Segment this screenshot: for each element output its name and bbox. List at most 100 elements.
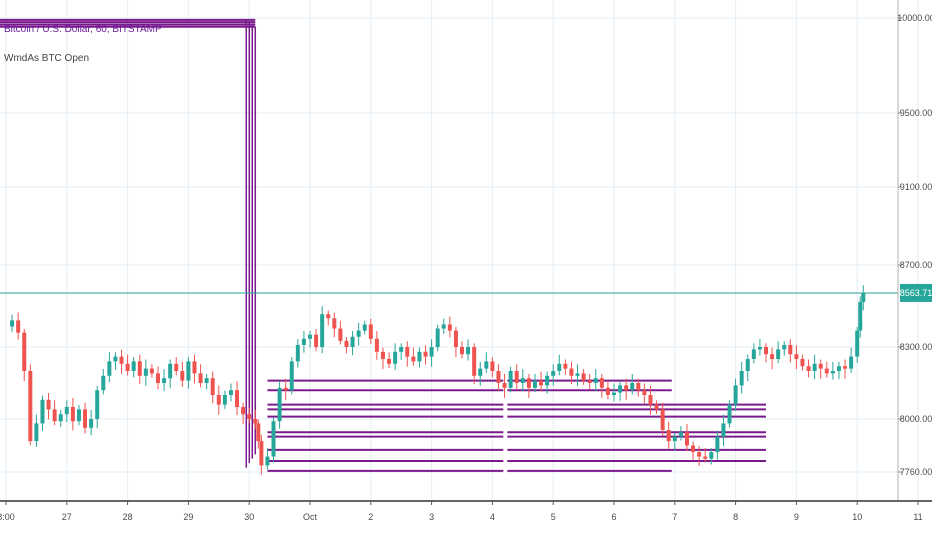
candle-body xyxy=(757,347,762,350)
chart-grid xyxy=(0,0,919,501)
candle-body xyxy=(484,361,489,369)
candle-body xyxy=(478,368,483,376)
candle-body xyxy=(472,347,477,376)
time-tick-label: 11 xyxy=(913,512,922,522)
candle-body xyxy=(843,366,848,369)
candle-body xyxy=(295,344,300,362)
candle-body xyxy=(612,392,616,395)
candle-body xyxy=(557,363,562,371)
price-tick-label: 8300.00 xyxy=(900,342,932,352)
price-tick-label: 8000.00 xyxy=(900,414,932,424)
candle-body xyxy=(849,356,854,369)
candle-body xyxy=(447,324,452,331)
candle-body xyxy=(149,368,154,374)
time-tick-label: 9 xyxy=(794,512,799,522)
candle-body xyxy=(703,456,708,459)
candle-body xyxy=(162,378,167,383)
candle-body xyxy=(764,347,768,355)
candle-body xyxy=(496,371,501,383)
candle-body xyxy=(858,301,863,331)
candle-body xyxy=(727,404,732,424)
current-price-label: 8563.71 xyxy=(900,288,932,298)
candle-body xyxy=(654,404,659,410)
candle-body xyxy=(52,409,57,422)
time-tick-label: 4 xyxy=(490,512,495,522)
candle-body xyxy=(393,351,398,364)
candle-body xyxy=(581,373,586,381)
open-level-lines xyxy=(0,18,766,477)
candle-body xyxy=(387,359,392,364)
candle-body xyxy=(283,387,288,391)
candle-body xyxy=(228,390,233,395)
candle-body xyxy=(113,356,118,362)
candle-body xyxy=(301,338,306,345)
candle-body xyxy=(636,383,641,391)
candle-body xyxy=(58,414,63,422)
candle-body xyxy=(745,359,750,371)
candle-body xyxy=(235,390,240,407)
candle-body xyxy=(514,371,519,383)
candle-body xyxy=(739,371,744,386)
candle-body xyxy=(125,363,130,371)
time-axis: 8:00 27 28 29 30 Oct 2 3 4 5 6 7 8 9 10 11 xyxy=(0,500,932,522)
candle-body xyxy=(314,334,319,347)
candle-body xyxy=(344,340,349,347)
candle-body xyxy=(569,368,574,376)
candle-body xyxy=(836,366,841,371)
time-tick-label: Oct xyxy=(303,512,318,522)
price-tick-label: 9500.00 xyxy=(900,108,932,118)
candle-body xyxy=(532,380,537,388)
candle-body xyxy=(411,356,416,362)
candle-body xyxy=(198,373,203,383)
candle-body xyxy=(618,385,623,393)
candle-body xyxy=(28,371,33,442)
candle-body xyxy=(289,361,294,391)
candle-body xyxy=(441,324,446,329)
price-axis: 10000.00 9500.00 9100.00 8700.00 8300.00 8000… xyxy=(897,0,932,501)
candle-body xyxy=(660,409,665,431)
candle-body xyxy=(368,324,373,339)
time-tick-label: 30 xyxy=(244,512,254,522)
candle-body xyxy=(192,361,197,374)
time-tick-label: 28 xyxy=(123,512,133,522)
current-price-line: 8563.71 xyxy=(0,283,932,302)
candle-body xyxy=(520,378,525,383)
candle-body xyxy=(83,409,88,428)
candle-body xyxy=(256,423,261,442)
candle-body xyxy=(40,399,45,424)
candle-body xyxy=(137,361,142,376)
candle-body xyxy=(186,361,191,381)
candle-body xyxy=(374,338,379,352)
indicator-legend[interactable]: WmdAs BTC Open xyxy=(4,53,90,64)
price-tick-label: 7760.00 xyxy=(900,467,932,477)
candle-body xyxy=(800,359,805,367)
candle-body xyxy=(417,351,422,362)
candle-body xyxy=(709,452,714,459)
candle-body xyxy=(605,387,610,395)
candle-body xyxy=(776,349,781,359)
candle-body xyxy=(824,368,829,374)
candle-body xyxy=(490,361,495,371)
candle-body xyxy=(156,373,160,383)
candle-body xyxy=(210,378,215,395)
candle-body xyxy=(259,441,264,466)
time-tick-label: 10 xyxy=(852,512,862,522)
candle-body xyxy=(253,419,258,424)
candle-body xyxy=(119,356,124,364)
candle-body xyxy=(575,373,580,376)
candle-body xyxy=(691,445,696,453)
candle-body xyxy=(277,387,282,422)
candle-body xyxy=(429,347,434,357)
candle-body xyxy=(672,436,677,442)
candle-body xyxy=(101,375,106,391)
candle-body xyxy=(362,324,367,331)
candle-body xyxy=(460,347,464,355)
candle-body xyxy=(697,452,702,457)
candle-body xyxy=(855,330,860,357)
candle-body xyxy=(16,320,21,333)
candle-body xyxy=(526,378,531,388)
candle-body xyxy=(168,363,173,379)
candle-body xyxy=(241,407,246,415)
